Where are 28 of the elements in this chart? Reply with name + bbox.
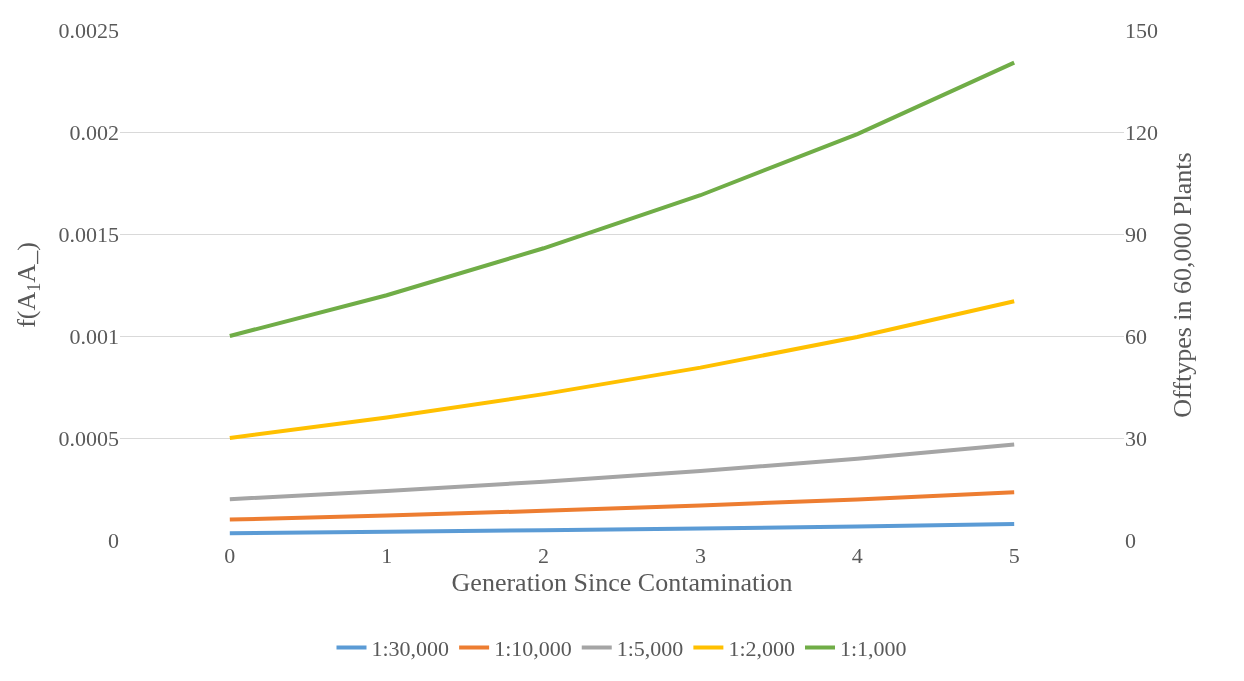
x-tick-label: 4 xyxy=(851,543,863,568)
legend-label: 1:1,000 xyxy=(840,636,907,662)
y-tick-label: 0.0015 xyxy=(58,221,119,247)
line-series xyxy=(227,490,1017,522)
y2-tick-label: 90 xyxy=(1125,221,1147,247)
y2-tick-label: 120 xyxy=(1125,119,1158,145)
line-series xyxy=(227,522,1017,536)
x-axis-title: Generation Since Contamination xyxy=(451,568,793,597)
line-series xyxy=(227,60,1017,338)
x-tick-label: 0 xyxy=(224,543,236,568)
x-tick-label: 1 xyxy=(381,543,393,568)
y2-tick-label: 30 xyxy=(1125,425,1147,451)
y2-tick-label: 60 xyxy=(1125,323,1147,349)
legend-label: 1:5,000 xyxy=(616,636,684,662)
line-series xyxy=(227,299,1017,440)
legend-label: 1:10,000 xyxy=(494,636,572,662)
x-tick-label: 2 xyxy=(538,543,550,568)
x-tick-label: 3 xyxy=(694,543,706,568)
y-tick-label: 0.002 xyxy=(69,119,119,145)
x-tick-label: 5 xyxy=(1008,543,1020,568)
y2-axis-title: Offtypes in 60,000 Plants xyxy=(1167,152,1197,418)
y-tick-label: 0.0025 xyxy=(58,17,119,43)
legend-label: 1:2,000 xyxy=(728,636,795,662)
y-tick-label: 0.001 xyxy=(69,323,119,349)
y2-tick-label: 150 xyxy=(1125,17,1158,43)
legend-label: 1:30,000 xyxy=(371,636,450,662)
y-tick-label: 0.0005 xyxy=(58,425,119,451)
line-series xyxy=(227,442,1017,502)
